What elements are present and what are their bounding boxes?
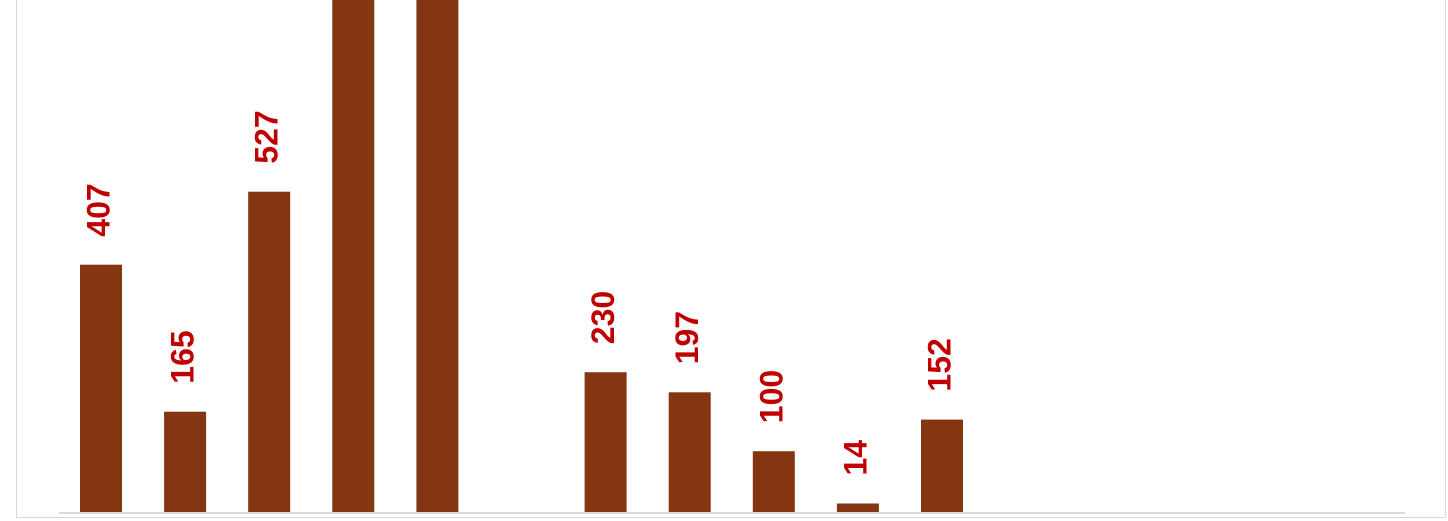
data-label: 407 (80, 183, 116, 236)
bar (584, 372, 627, 512)
bar (921, 419, 963, 512)
data-label: 527 (249, 110, 285, 163)
data-label: 230 (585, 291, 621, 344)
data-label: 100 (753, 370, 789, 423)
bar (164, 411, 207, 512)
data-label: 165 (165, 330, 201, 383)
bars-group (80, 0, 963, 512)
data-label: 14 (837, 440, 873, 476)
bar (248, 191, 291, 512)
bar (332, 0, 375, 512)
bar (752, 451, 795, 512)
bar (416, 0, 459, 512)
bar (668, 392, 711, 512)
bar (836, 503, 879, 512)
data-labels-group: 407 165 527 230 197 100 14 152 (80, 110, 957, 475)
bar (80, 264, 122, 512)
data-label: 197 (669, 311, 705, 364)
data-label: 152 (921, 338, 957, 391)
